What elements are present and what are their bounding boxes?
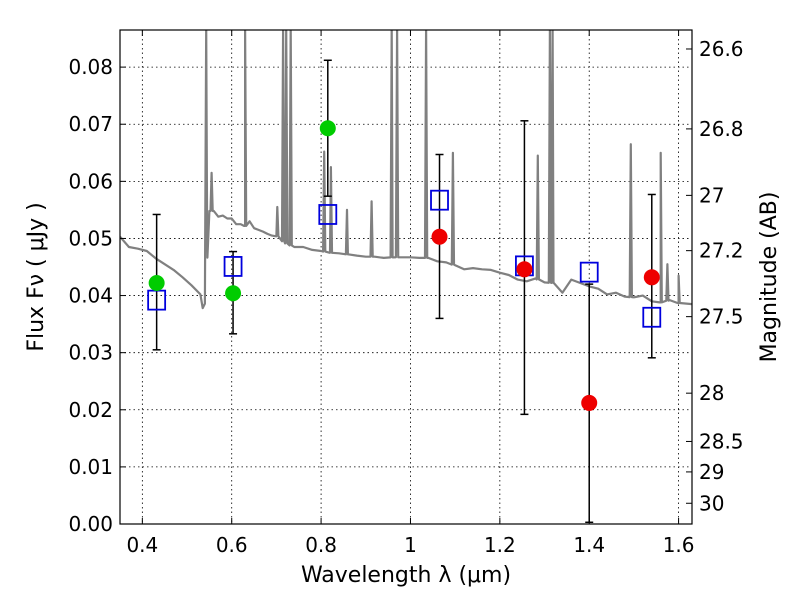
plot-area <box>120 30 692 524</box>
y-tick-label: 0.08 <box>68 55 113 79</box>
y-tick-label: 0.07 <box>68 112 113 136</box>
x-tick-label: 0.6 <box>216 533 248 557</box>
nir-point <box>516 261 533 278</box>
y-tick-label: 0.01 <box>68 455 113 479</box>
y2-tick-label: 29 <box>699 460 724 484</box>
y-axis-title: Flux Fν ( μJy ) <box>24 202 49 351</box>
model-band-square <box>318 204 338 225</box>
optical-point <box>148 274 165 291</box>
x-tick-label: 1 <box>404 533 417 557</box>
optical-point <box>225 285 242 302</box>
model-spectrum-line <box>120 30 692 310</box>
x-tick-label: 1.6 <box>663 533 695 557</box>
y-tick-label: 0.05 <box>68 226 113 250</box>
y-tick-label: 0.04 <box>68 284 113 308</box>
y-tick-label: 0.03 <box>68 341 113 365</box>
x-axis-title: Wavelength λ (μm) <box>301 563 511 588</box>
optical-point <box>319 120 336 137</box>
plot-content <box>120 30 692 310</box>
y2-tick-label: 28.5 <box>699 429 744 453</box>
y-tick-label: 0.06 <box>68 169 113 193</box>
x-tick-label: 0.8 <box>305 533 337 557</box>
y2-tick-label: 28 <box>699 381 724 405</box>
y-tick-label: 0.02 <box>68 398 113 422</box>
y2-tick-label: 27 <box>699 183 724 207</box>
model-band-square <box>223 256 243 277</box>
model-band-square <box>579 261 599 283</box>
nir-point <box>431 228 448 245</box>
x-tick-label: 0.4 <box>126 533 158 557</box>
x-tick-label: 1.2 <box>484 533 516 557</box>
y2-tick-label: 30 <box>699 491 724 515</box>
y2-tick-label: 26.6 <box>699 37 744 61</box>
model-band-square <box>642 306 662 328</box>
ticks: 0.4 0.6 0.8 1 1.2 1.4 1.6 0.00 0.01 0.02 0.03 0.04 0… <box>68 30 744 557</box>
x-tick-label: 1.4 <box>573 533 605 557</box>
y2-tick-label: 27.5 <box>699 305 744 329</box>
nir-point <box>581 394 598 411</box>
y-tick-label: 0.00 <box>68 512 113 536</box>
nir-point <box>643 269 660 286</box>
axes-frame <box>119 29 693 525</box>
y2-axis-title: Magnitude (AB) <box>757 192 782 363</box>
model-band-square <box>430 189 449 211</box>
y2-tick-label: 26.8 <box>699 117 744 141</box>
y2-tick-label: 27.2 <box>699 239 744 263</box>
